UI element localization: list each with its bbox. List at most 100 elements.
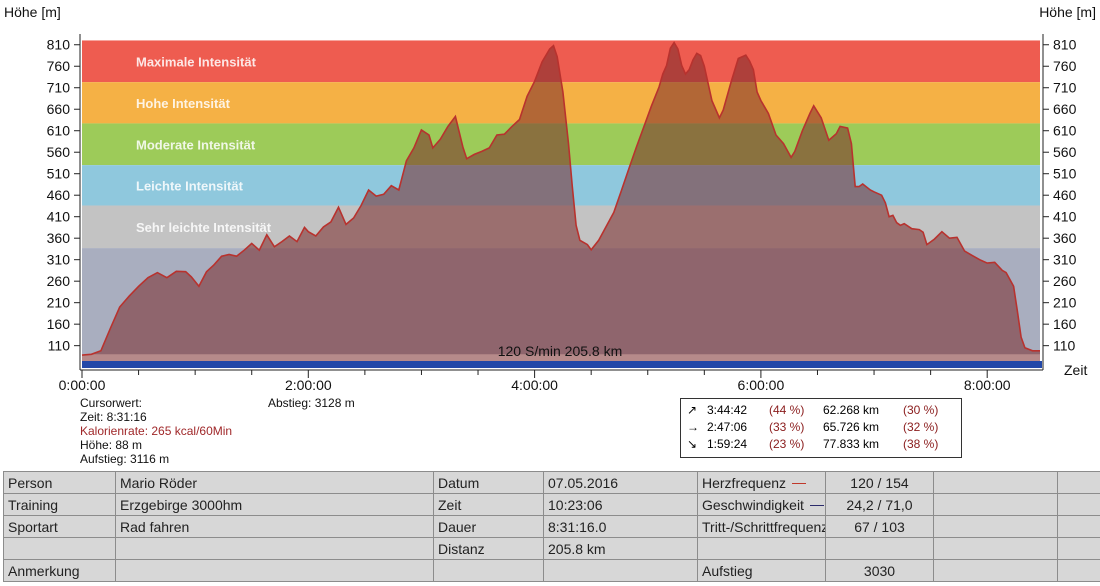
abstieg-info: Abstieg: 3128 m xyxy=(268,396,355,410)
empty-cell xyxy=(697,537,826,560)
empty-cell xyxy=(933,471,1058,494)
y-tick-label: 160 xyxy=(1053,316,1077,332)
stats-km: 77.833 km xyxy=(823,437,880,451)
stats-time: 1:59:24 xyxy=(707,437,748,451)
anmerkung-label: Anmerkung xyxy=(3,559,116,582)
dauer-value: 8:31:16.0 xyxy=(543,515,698,538)
geschwindigkeit-legend-line xyxy=(809,505,824,507)
zone-band xyxy=(82,40,1040,83)
y-tick-label: 460 xyxy=(1053,187,1077,203)
empty-cell xyxy=(3,537,116,560)
herzfrequenz-legend-line xyxy=(792,483,807,485)
zone-label: Hohe Intensität xyxy=(136,96,231,111)
sportart-label: Sportart xyxy=(3,515,116,538)
baseline-label: 120 S/min 205.8 km xyxy=(498,343,623,359)
baseline-bar xyxy=(82,361,1042,368)
stats-time-pct: (33 %) xyxy=(769,420,805,434)
y-tick-label: 660 xyxy=(47,101,71,117)
elevation-chart: Maximale Intensität Hohe Intensität Modera… xyxy=(4,4,1096,393)
y-tick-label: 810 xyxy=(1053,37,1077,53)
trittfrequenz-label: Tritt-/Schrittfrequenz xyxy=(697,515,826,538)
y-tick-label: 810 xyxy=(47,37,71,53)
downhill-arrow-icon: ↘ xyxy=(687,437,698,451)
sportart-value: Rad fahren xyxy=(115,515,434,538)
stats-km: 62.268 km xyxy=(823,403,880,417)
aufstieg-value: 3030 xyxy=(825,559,934,582)
datum-label: Datum xyxy=(433,471,544,494)
stats-time: 3:44:42 xyxy=(707,403,748,417)
climb-stats-box: ↗ 3:44:42 (44 %) 62.268 km (30 %) → 2:47… xyxy=(680,398,962,458)
datum-value: 07.05.2016 xyxy=(543,471,698,494)
workout-info-table: Person Mario Röder Datum 07.05.2016 Herz… xyxy=(3,471,1100,582)
cursor-hoehe: Höhe: 88 m xyxy=(80,438,143,452)
zone-label: Leichte Intensität xyxy=(136,178,244,193)
uphill-arrow-icon: ↗ xyxy=(687,403,698,417)
y-tick-label: 360 xyxy=(47,230,71,246)
cursor-zeit: Zeit: 8:31:16 xyxy=(80,410,147,424)
y-tick-label: 310 xyxy=(47,252,71,268)
y-axis-label-left: Höhe [m] xyxy=(4,4,61,20)
y-tick-label: 260 xyxy=(47,273,71,289)
y-tick-label: 110 xyxy=(1053,338,1076,354)
stats-row-downhill: ↘ 1:59:24 (23 %) 77.833 km (38 %) xyxy=(681,437,961,453)
geschwindigkeit-value: 24,2 / 71,0 xyxy=(825,493,934,516)
stats-km-pct: (38 %) xyxy=(903,437,939,451)
empty-cell xyxy=(1057,471,1100,494)
stats-row-uphill: ↗ 3:44:42 (44 %) 62.268 km (30 %) xyxy=(681,403,961,419)
person-value: Mario Röder xyxy=(115,471,434,494)
aufstieg-label: Aufstieg xyxy=(697,559,826,582)
flat-arrow-icon: → xyxy=(687,420,699,434)
y-tick-label: 510 xyxy=(47,166,71,182)
stats-time-pct: (23 %) xyxy=(769,437,805,451)
cursor-aufstieg: Aufstieg: 3116 m xyxy=(80,452,170,466)
empty-cell xyxy=(933,493,1058,516)
zone-label: Maximale Intensität xyxy=(136,54,257,69)
stats-km: 65.726 km xyxy=(823,420,880,434)
axes xyxy=(79,34,1044,371)
table-row: Person Mario Röder Datum 07.05.2016 Herz… xyxy=(3,471,1100,494)
distanz-label: Distanz xyxy=(433,537,544,560)
elevation-fill xyxy=(82,42,1040,362)
y-tick-label: 760 xyxy=(1053,58,1077,74)
distanz-value: 205.8 km xyxy=(543,537,698,560)
y-tick-label: 560 xyxy=(47,144,71,160)
x-tick-label: 0:00:00 xyxy=(59,377,106,393)
table-row: Training Erzgebirge 3000hm Zeit 10:23:06… xyxy=(3,493,1100,516)
y-tick-label: 660 xyxy=(1053,101,1077,117)
table-row: Sportart Rad fahren Dauer 8:31:16.0 Trit… xyxy=(3,515,1100,538)
trittfrequenz-value: 67 / 103 xyxy=(825,515,934,538)
elevation-line xyxy=(81,41,1040,356)
y-tick-label: 410 xyxy=(47,209,71,225)
herzfrequenz-label: Herzfrequenz xyxy=(697,471,826,494)
x-tick-label: 6:00:00 xyxy=(738,377,785,393)
y-ticks-right: 110 160 210 260 310 360 410 460 510 560 610 660 710 7… xyxy=(1043,37,1077,354)
empty-cell xyxy=(433,559,544,582)
training-label: Training xyxy=(3,493,116,516)
y-tick-label: 760 xyxy=(47,58,71,74)
table-row: Distanz 205.8 km xyxy=(3,537,1100,560)
stats-time: 2:47:06 xyxy=(707,420,748,434)
stats-km-pct: (32 %) xyxy=(903,420,939,434)
y-tick-label: 610 xyxy=(47,123,71,139)
y-tick-label: 510 xyxy=(1053,166,1077,182)
cursor-heading: Cursorwert: xyxy=(80,396,143,410)
empty-cell xyxy=(933,515,1058,538)
y-tick-label: 260 xyxy=(1053,273,1077,289)
zone-label: Moderate Intensität xyxy=(136,137,256,152)
stats-time-pct: (44 %) xyxy=(769,403,805,417)
y-tick-label: 560 xyxy=(1053,144,1077,160)
anmerkung-value xyxy=(115,559,434,582)
y-tick-label: 210 xyxy=(1053,295,1077,311)
x-ticks: 0:00:00 2:00:00 4:00:00 6:00:00 8:00:00 xyxy=(59,370,1011,393)
stats-row-flat: → 2:47:06 (33 %) 65.726 km (32 %) xyxy=(681,420,961,436)
cursor-info: Cursorwert: Zeit: 8:31:16 Kalorienrate: … xyxy=(80,396,232,466)
y-tick-label: 710 xyxy=(1053,80,1077,96)
herzfrequenz-value: 120 / 154 xyxy=(825,471,934,494)
y-tick-label: 210 xyxy=(47,295,71,311)
zeit-label: Zeit xyxy=(433,493,544,516)
y-tick-label: 710 xyxy=(47,80,71,96)
y-tick-label: 460 xyxy=(47,187,71,203)
x-tick-label: 8:00:00 xyxy=(964,377,1011,393)
empty-cell xyxy=(1057,559,1100,582)
dauer-label: Dauer xyxy=(433,515,544,538)
